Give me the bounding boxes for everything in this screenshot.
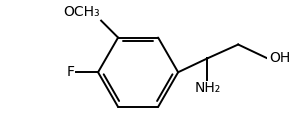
- Text: F: F: [67, 65, 75, 79]
- Text: OCH₃: OCH₃: [63, 5, 100, 19]
- Text: NH₂: NH₂: [194, 81, 221, 95]
- Text: OH: OH: [269, 51, 290, 65]
